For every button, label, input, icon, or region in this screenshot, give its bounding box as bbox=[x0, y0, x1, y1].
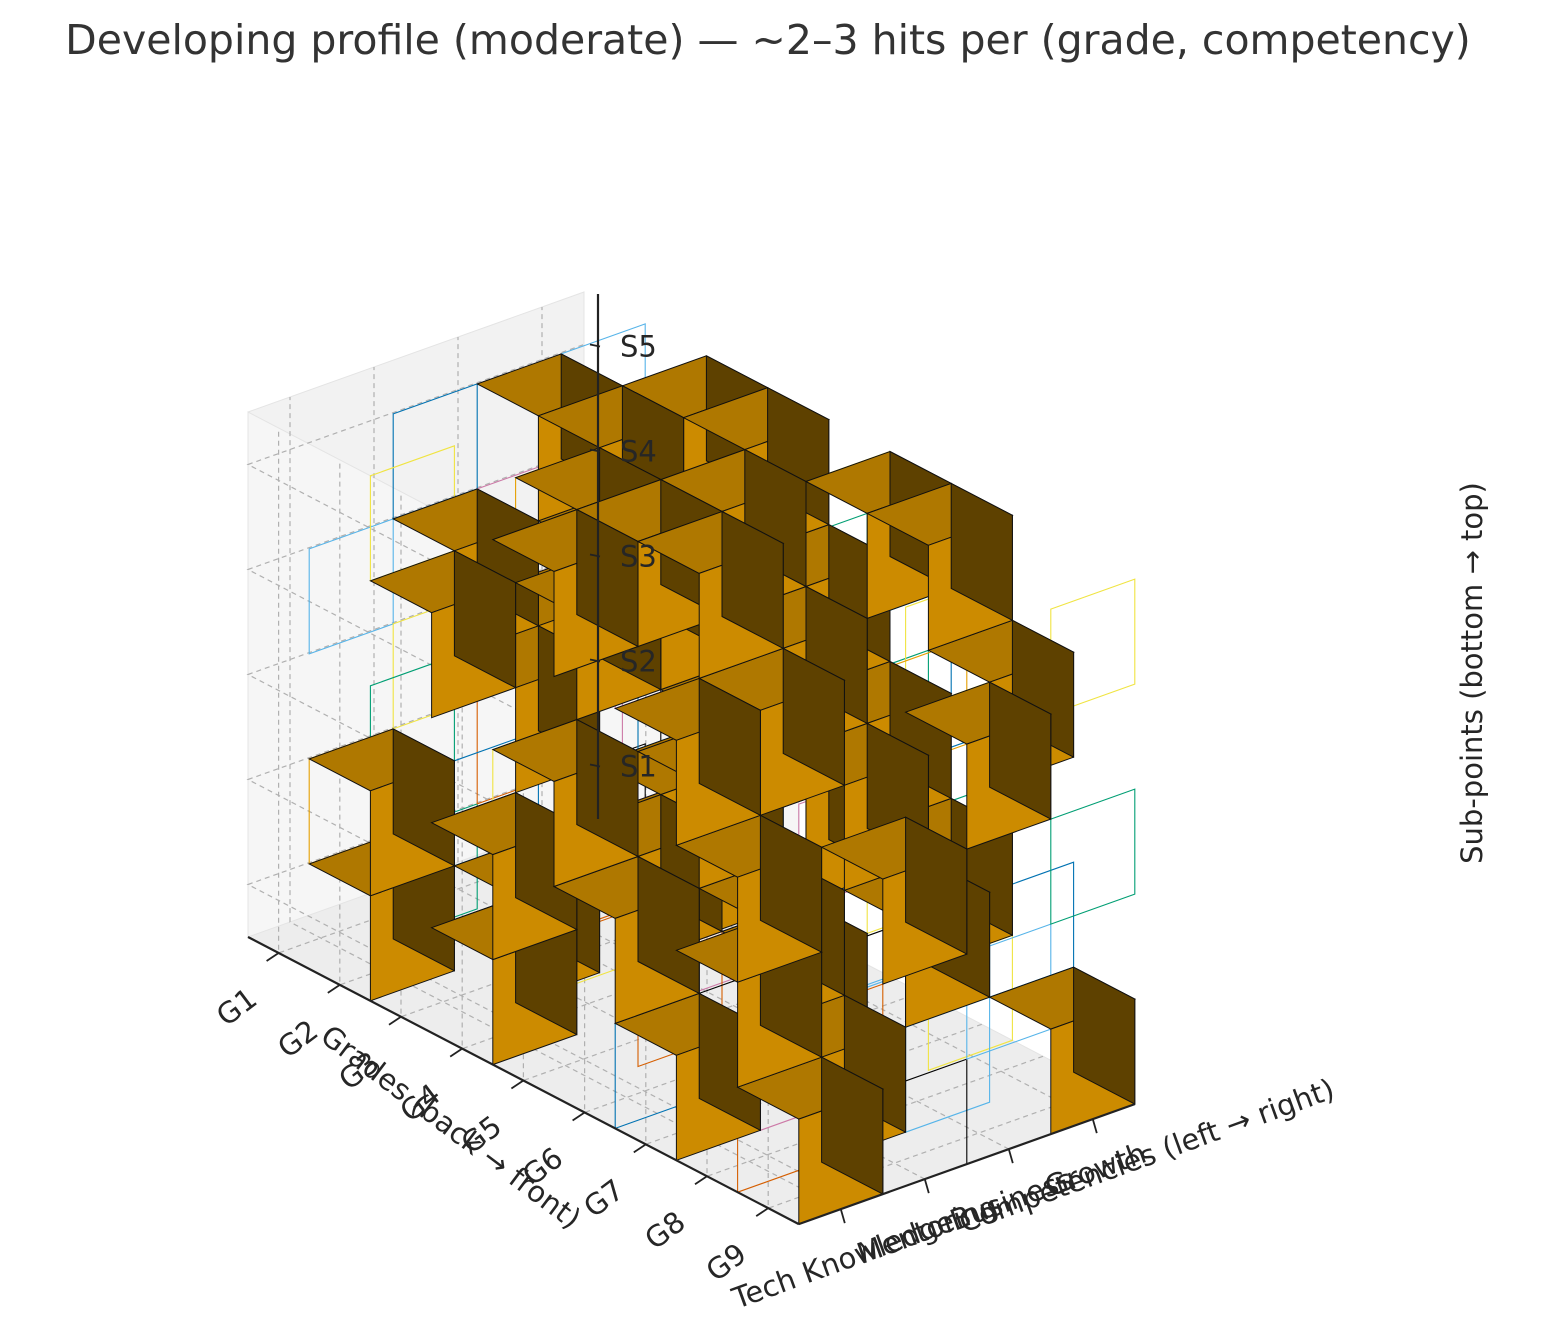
z-tick-label: S5 bbox=[620, 330, 657, 364]
voxel-side-face bbox=[1073, 966, 1136, 1105]
y-axis-line bbox=[798, 1103, 1136, 1226]
voxel-side-face bbox=[392, 728, 455, 867]
x-tick bbox=[449, 1047, 463, 1058]
z-tick bbox=[589, 553, 601, 558]
z-tick bbox=[589, 448, 601, 453]
z-axis-label: Sub-points (bottom → top) bbox=[1455, 482, 1489, 864]
voxel-cube bbox=[613, 677, 762, 847]
voxel-side-face bbox=[782, 647, 845, 787]
x-tick-label: G8 bbox=[638, 1204, 691, 1256]
z-tick-label: S2 bbox=[620, 645, 657, 679]
z-tick-label: S3 bbox=[620, 540, 657, 574]
z-tick-label: S1 bbox=[620, 750, 657, 784]
voxel-cube bbox=[307, 728, 456, 897]
x-tick bbox=[510, 1079, 524, 1090]
y-tick bbox=[839, 1208, 846, 1224]
x-tick bbox=[755, 1207, 769, 1217]
voxel-cube bbox=[636, 510, 785, 680]
x-tick bbox=[633, 1143, 647, 1154]
voxel-cube bbox=[491, 508, 640, 678]
x-tick-label: G2 bbox=[271, 1013, 324, 1065]
z-tick bbox=[589, 763, 601, 768]
voxel-cube bbox=[820, 816, 969, 985]
voxel-cube bbox=[865, 482, 1014, 652]
x-tick bbox=[572, 1111, 586, 1122]
y-tick bbox=[923, 1178, 930, 1194]
z-tick bbox=[589, 343, 601, 348]
voxel-side-face bbox=[950, 482, 1013, 622]
x-tick bbox=[266, 952, 280, 962]
voxel-cube bbox=[675, 814, 823, 983]
voxel-side-face bbox=[721, 510, 784, 650]
empty-cell bbox=[1050, 788, 1136, 925]
y-tick bbox=[1007, 1148, 1014, 1164]
z-tick-label: S4 bbox=[620, 435, 657, 469]
voxel-cube bbox=[988, 966, 1137, 1135]
x-tick bbox=[388, 1016, 402, 1026]
voxel-cube bbox=[552, 855, 701, 1025]
voxel-side-face bbox=[989, 681, 1052, 820]
x-tick bbox=[327, 984, 341, 994]
voxel-side-face bbox=[821, 1056, 884, 1195]
voxel-cube bbox=[904, 681, 1053, 850]
x-tick-label: G7 bbox=[577, 1172, 630, 1224]
voxel-side-face bbox=[698, 677, 761, 817]
voxel-cube bbox=[369, 549, 517, 719]
voxel-cube bbox=[736, 1056, 885, 1225]
z-tick bbox=[589, 658, 601, 663]
voxel-cube bbox=[491, 718, 640, 888]
x-tick-label: G1 bbox=[210, 981, 263, 1033]
x-tick bbox=[694, 1175, 708, 1185]
y-tick bbox=[1091, 1118, 1098, 1134]
voxel-cube bbox=[697, 647, 846, 817]
chart-title: Developing profile (moderate) — ~2–3 hit… bbox=[65, 16, 1471, 64]
voxel-cubes bbox=[307, 353, 1137, 1225]
